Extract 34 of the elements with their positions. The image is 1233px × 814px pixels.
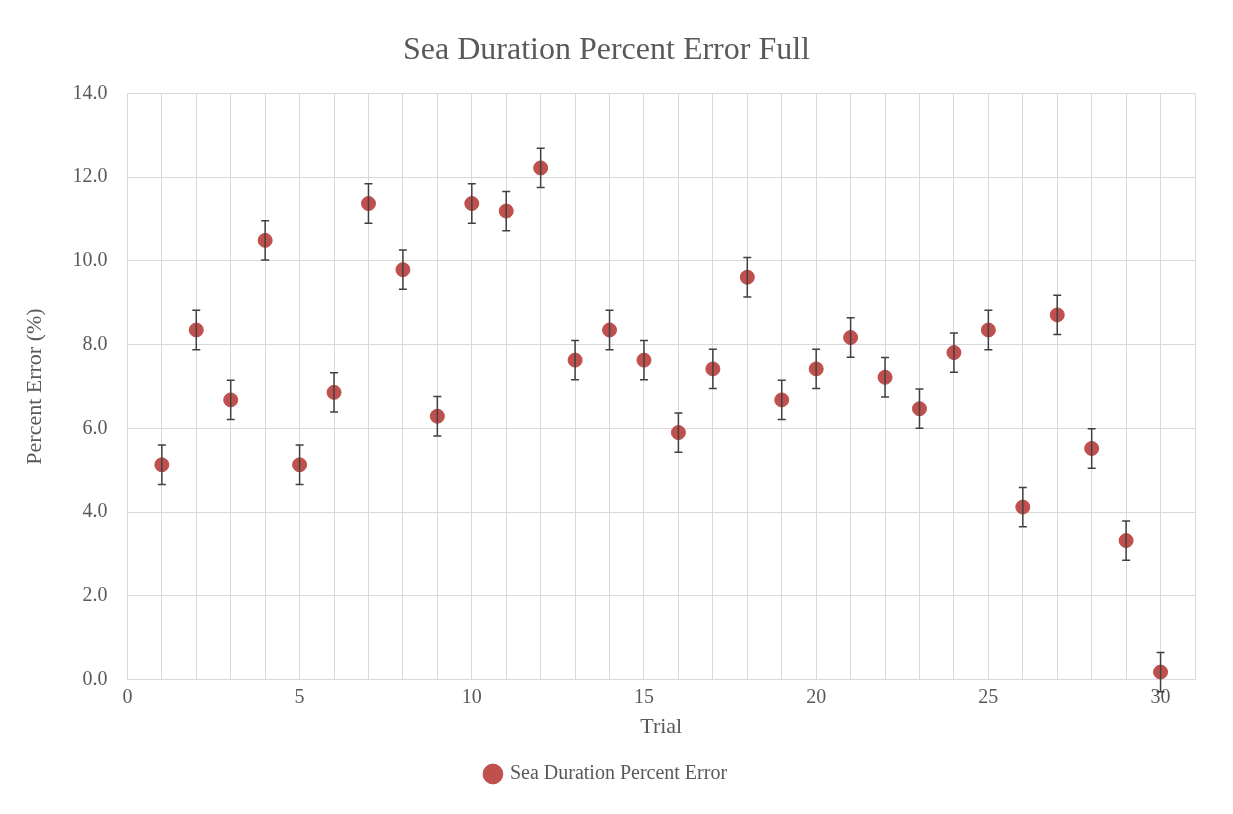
point — [843, 330, 859, 346]
y-tick-label: 10.0 — [72, 248, 108, 271]
x-axis-title: Trial — [640, 712, 683, 738]
y-tick-label: 4.0 — [82, 499, 108, 522]
point — [429, 408, 445, 424]
point — [223, 392, 239, 408]
y-axis-title: Percent Error (%) — [20, 308, 46, 465]
point — [292, 457, 308, 473]
point — [774, 392, 790, 408]
point — [670, 425, 686, 441]
y-tick-label: 8.0 — [82, 331, 108, 354]
x-tick-label: 0 — [122, 684, 133, 707]
x-tick-label: 25 — [978, 684, 999, 707]
x-tick-label: 30 — [1150, 684, 1171, 707]
y-tick-label: 12.0 — [72, 164, 108, 187]
point — [911, 401, 927, 417]
point — [1084, 440, 1100, 456]
point — [533, 160, 549, 176]
chart-title: Sea Duration Percent Error Full — [403, 29, 811, 66]
y-tick-label: 0.0 — [82, 666, 108, 689]
point — [980, 322, 996, 338]
x-tick-label: 5 — [294, 684, 305, 707]
y-tick-label: 6.0 — [82, 415, 108, 438]
x-tick-label: 20 — [806, 684, 827, 707]
point — [188, 322, 204, 338]
y-tick-label: 14.0 — [72, 80, 108, 103]
x-tick-label: 10 — [461, 684, 482, 707]
y-tick-label: 2.0 — [82, 583, 108, 606]
point — [602, 322, 618, 338]
point — [739, 269, 755, 285]
point — [1153, 664, 1169, 680]
point — [360, 196, 376, 212]
legend-label: Sea Duration Percent Error — [509, 761, 728, 784]
x-tick-label: 15 — [633, 684, 654, 707]
